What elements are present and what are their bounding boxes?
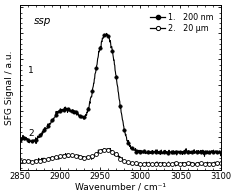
Text: 2: 2 (28, 129, 34, 138)
Text: ssp: ssp (34, 16, 51, 26)
Legend: 1.   200 nm, 2.   20 μm: 1. 200 nm, 2. 20 μm (150, 12, 215, 34)
Y-axis label: SFG Signal / a.u.: SFG Signal / a.u. (5, 50, 14, 124)
X-axis label: Wavenumber / cm⁻¹: Wavenumber / cm⁻¹ (75, 182, 166, 191)
Text: 1: 1 (28, 66, 34, 75)
